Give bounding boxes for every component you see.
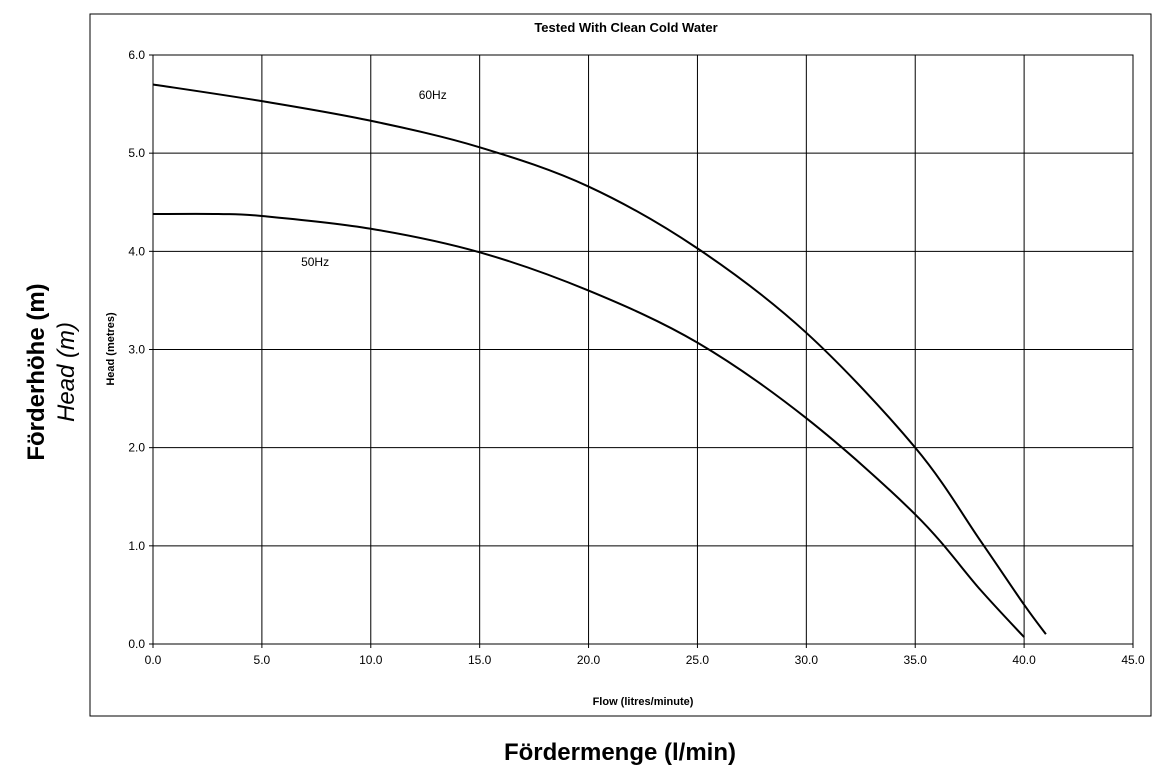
series-label-50hz: 50Hz — [301, 255, 329, 269]
x-tick-label: 35.0 — [904, 653, 928, 667]
y-tick-label: 1.0 — [128, 539, 145, 553]
tick-labels: 0.0 5.0 10.0 15.0 20.0 25.0 30.0 35.0 40.0 45.0 0.… — [128, 48, 1145, 667]
y-tick-label: 6.0 — [128, 48, 145, 62]
y-tick-label: 2.0 — [128, 441, 145, 455]
series-annotations: 60Hz 50Hz — [301, 88, 447, 269]
y-tick-label: 5.0 — [128, 146, 145, 160]
x-tick-label: 5.0 — [254, 653, 271, 667]
x-tick-label: 20.0 — [577, 653, 601, 667]
x-tick-label: 45.0 — [1121, 653, 1145, 667]
x-tick-label: 25.0 — [686, 653, 710, 667]
y-axis-label: Head (metres) — [105, 312, 117, 386]
x-tick-label: 30.0 — [795, 653, 819, 667]
series-line-60hz — [152, 83, 1047, 635]
series-line-50hz — [152, 212, 1025, 638]
x-axis-label: Flow (litres/minute) — [593, 696, 694, 708]
y-tick-label: 3.0 — [128, 343, 145, 357]
y-tick-label: 0.0 — [128, 637, 145, 651]
chart-area-border — [89, 13, 1152, 717]
x-tick-label: 15.0 — [468, 653, 492, 667]
gridlines — [153, 55, 1133, 644]
series-lines — [152, 83, 1047, 638]
outer-y-axis-label: Förderhöhe (m) — [23, 283, 50, 460]
outer-y-axis-label-italic: Head (m) — [53, 322, 80, 422]
x-tick-label: 0.0 — [145, 653, 162, 667]
series-label-60hz: 60Hz — [419, 88, 447, 102]
chart-title: Tested With Clean Cold Water — [534, 20, 717, 35]
y-tick-label: 4.0 — [128, 244, 145, 258]
x-tick-label: 40.0 — [1012, 653, 1036, 667]
outer-x-axis-label: Fördermenge (l/min) — [504, 739, 736, 765]
x-tick-label: 10.0 — [359, 653, 383, 667]
